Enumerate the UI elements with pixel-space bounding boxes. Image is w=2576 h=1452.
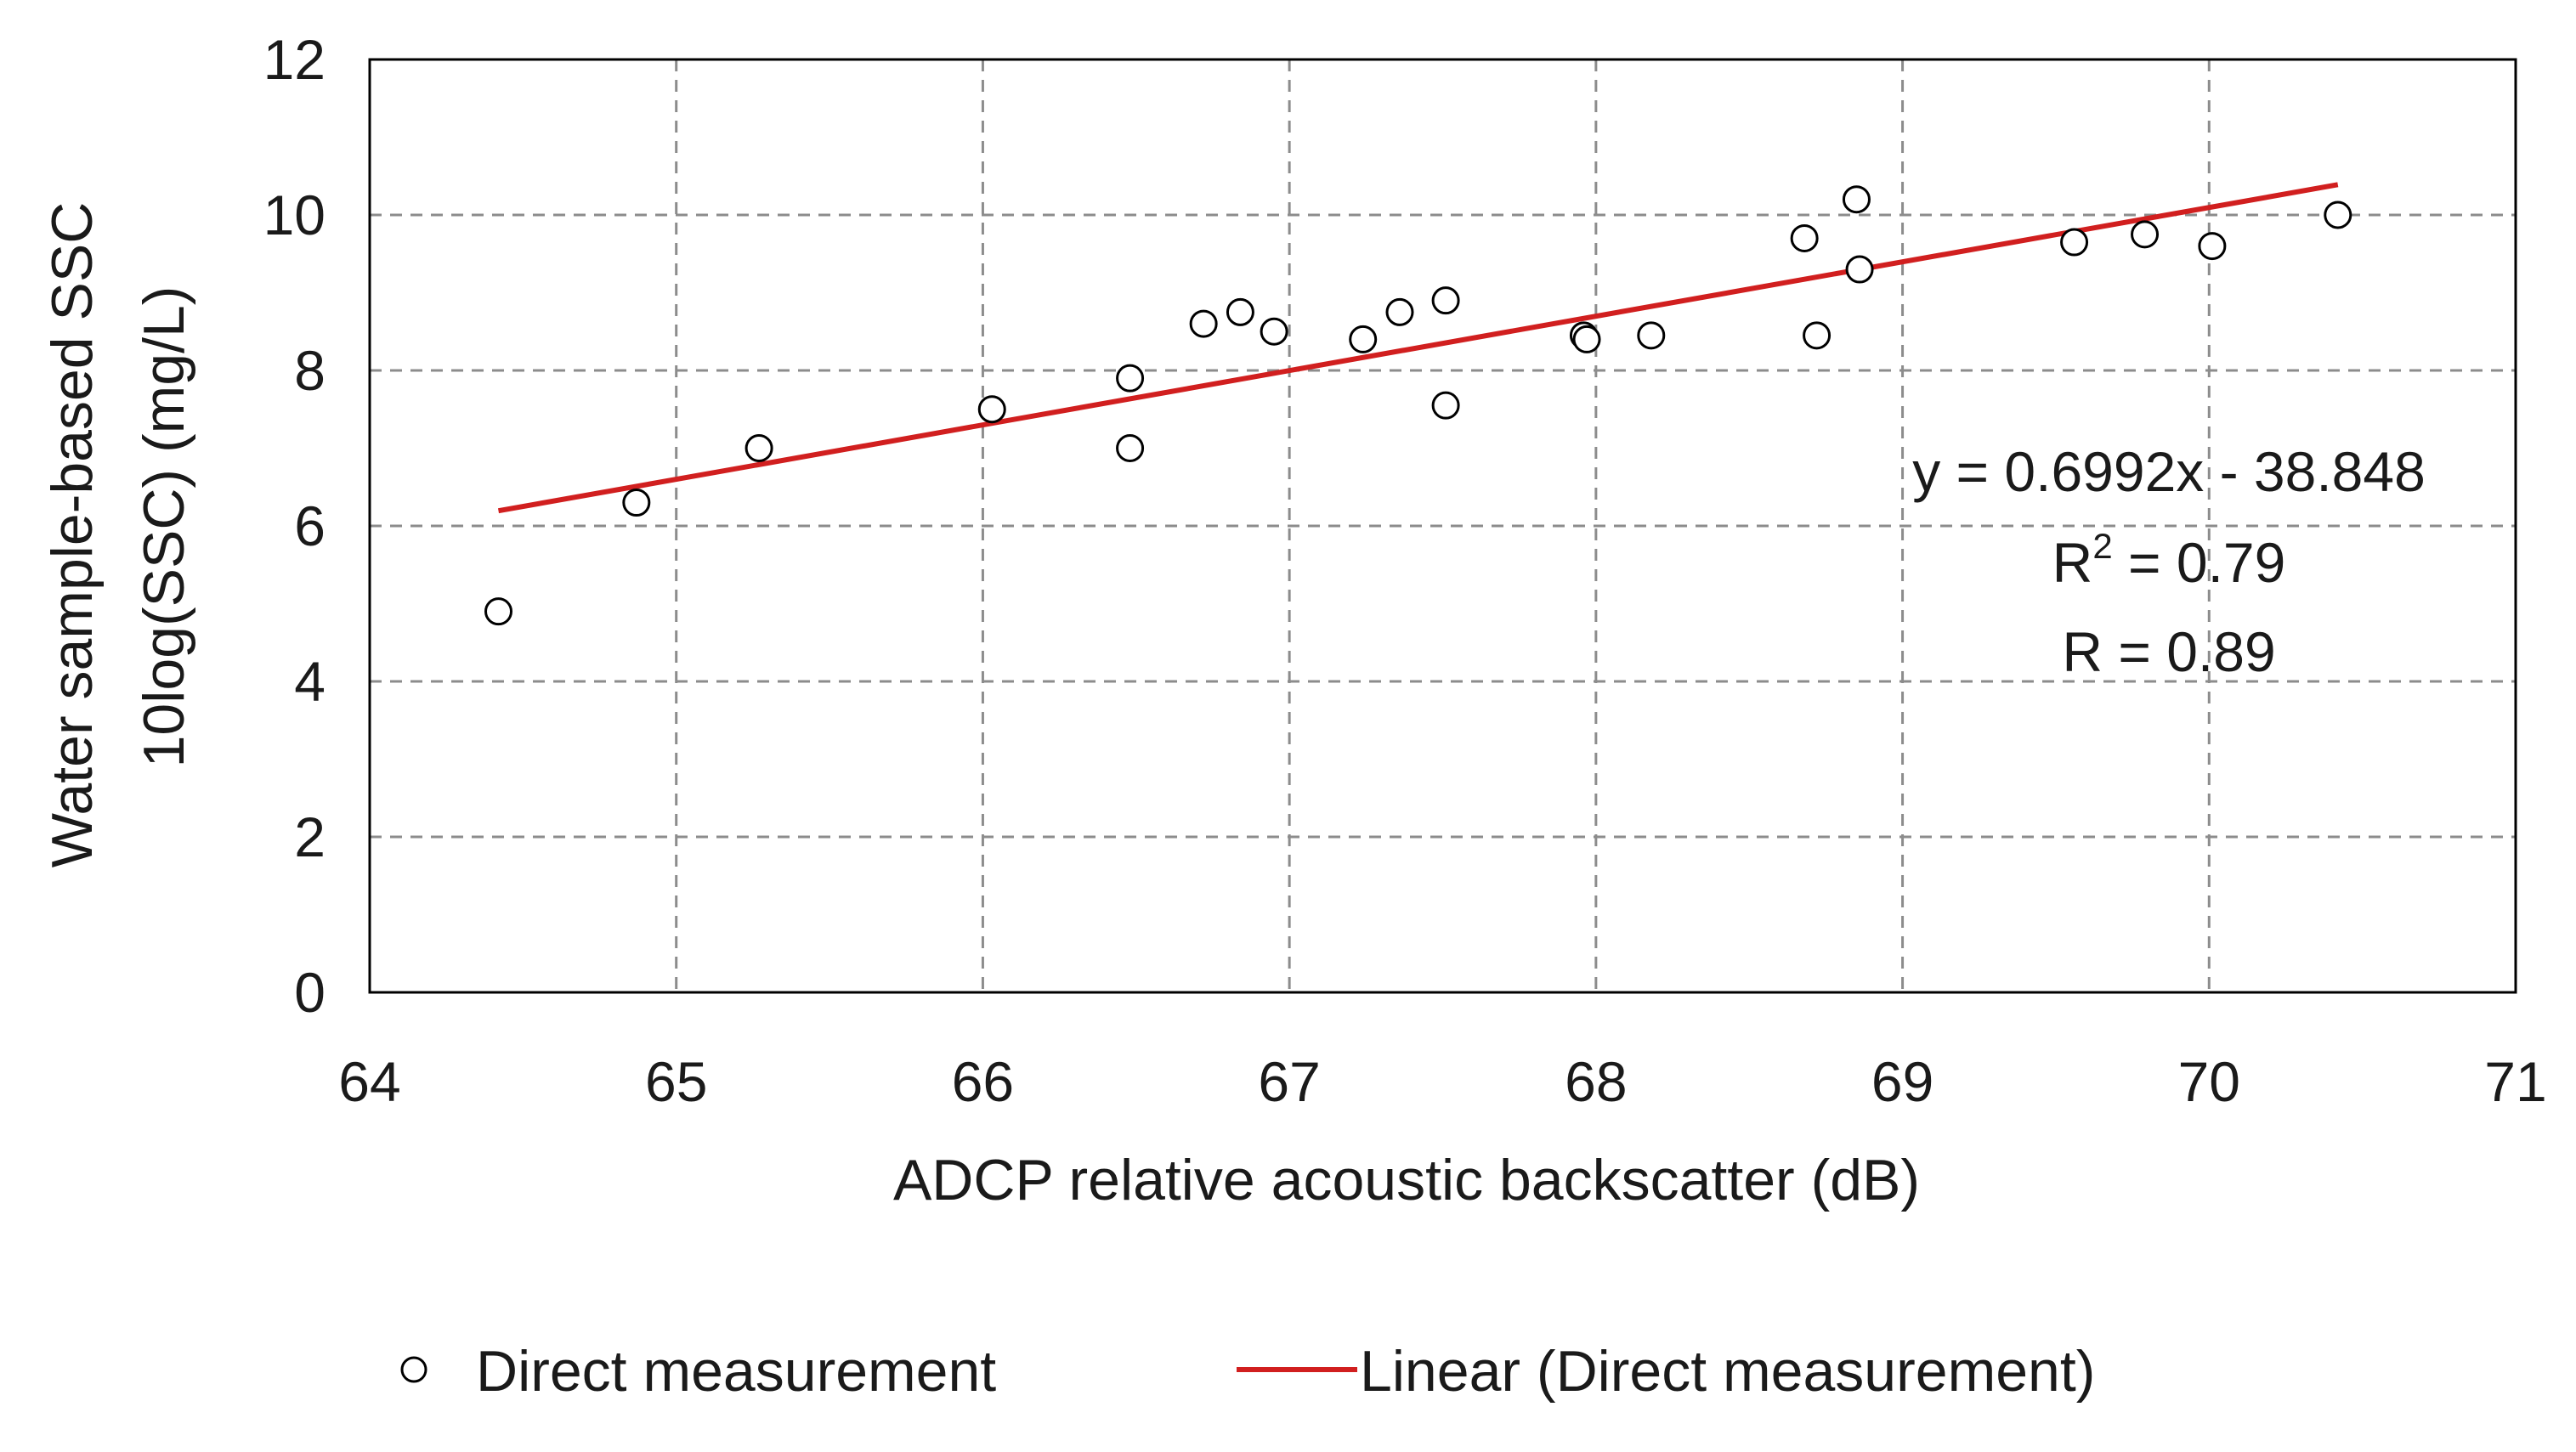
x-tick-label: 65 bbox=[645, 1050, 707, 1113]
data-point bbox=[1385, 297, 1414, 326]
data-point bbox=[2198, 232, 2227, 261]
y-axis-title-line-2: 10log(SSC) (mg/L) bbox=[132, 286, 196, 768]
legend-marker-icon bbox=[400, 1356, 427, 1383]
y-tick-label: 8 bbox=[294, 339, 326, 402]
data-point bbox=[1845, 255, 1874, 284]
data-point bbox=[1116, 364, 1145, 393]
data-point bbox=[977, 395, 1006, 424]
y-axis-title: Water sample-based SSC 10log(SSC) (mg/L) bbox=[40, 186, 196, 867]
x-tick-label: 64 bbox=[338, 1050, 400, 1113]
data-point bbox=[1803, 321, 1832, 350]
data-point bbox=[1260, 317, 1288, 346]
data-point bbox=[622, 489, 651, 517]
legend-label-direct-measurement: Direct measurement bbox=[476, 1339, 996, 1404]
r-squared-label: R2 = 0.79 bbox=[2052, 526, 2286, 594]
y-tick-label: 10 bbox=[263, 184, 326, 246]
data-point bbox=[2060, 228, 2089, 257]
y-tick-label: 4 bbox=[294, 650, 326, 713]
r-squared-superscript: 2 bbox=[2092, 526, 2112, 566]
data-point bbox=[2131, 220, 2160, 249]
r-squared-base: R bbox=[2052, 531, 2093, 594]
plot-frame bbox=[368, 58, 2517, 994]
y-tick-label: 12 bbox=[263, 28, 326, 91]
data-point bbox=[1116, 434, 1145, 462]
data-point bbox=[1431, 391, 1460, 420]
y-axis-title-line-1: Water sample-based SSC bbox=[40, 202, 105, 868]
data-point bbox=[1226, 297, 1254, 326]
data-point bbox=[744, 434, 773, 462]
data-point bbox=[1790, 223, 1819, 252]
x-tick-label: 67 bbox=[1258, 1050, 1320, 1113]
data-point bbox=[1572, 325, 1601, 353]
grid bbox=[370, 59, 2516, 992]
x-tick-label: 68 bbox=[1565, 1050, 1627, 1113]
y-tick-label: 6 bbox=[294, 494, 326, 557]
legend: Direct measurement Linear (Direct measur… bbox=[400, 1339, 2095, 1404]
data-point bbox=[1637, 321, 1666, 350]
y-tick-label: 0 bbox=[294, 961, 326, 1024]
data-point bbox=[1189, 309, 1218, 338]
data-point bbox=[1349, 325, 1378, 353]
data-points bbox=[484, 185, 2352, 626]
x-axis-title: ADCP relative acoustic backscatter (dB) bbox=[893, 1148, 1920, 1212]
x-tick-label: 70 bbox=[2178, 1050, 2240, 1113]
trendline bbox=[497, 182, 2339, 514]
x-tick-label: 66 bbox=[952, 1050, 1014, 1113]
r-label: R = 0.89 bbox=[2062, 620, 2275, 683]
trendline-layer bbox=[497, 182, 2339, 514]
y-tick-label: 2 bbox=[294, 805, 326, 868]
data-point bbox=[2324, 201, 2352, 229]
regression-equation: y = 0.6992x - 38.848 bbox=[1912, 440, 2426, 503]
data-point bbox=[1431, 286, 1460, 315]
legend-label-linear-fit: Linear (Direct measurement) bbox=[1360, 1339, 2095, 1404]
x-tick-label: 71 bbox=[2484, 1050, 2546, 1113]
r-squared-value: = 0.79 bbox=[2113, 531, 2286, 594]
data-point bbox=[484, 597, 512, 626]
x-tick-label: 69 bbox=[1871, 1050, 1933, 1113]
data-point bbox=[1842, 185, 1871, 214]
